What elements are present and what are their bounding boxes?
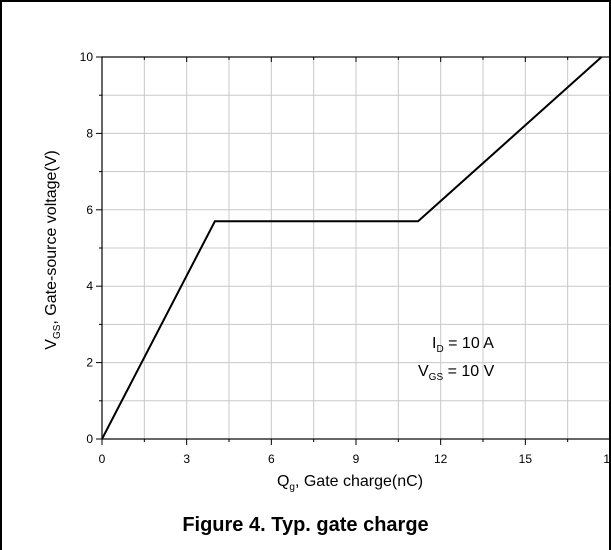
- x-tick-label: 12: [434, 452, 448, 466]
- annotation-gate-voltage: VGS = 10 V: [418, 363, 495, 383]
- y-tick-label: 4: [86, 279, 93, 293]
- x-tick-label: 9: [353, 452, 360, 466]
- y-tick-label: 6: [86, 203, 93, 217]
- series-line: [101, 56, 603, 440]
- y-tick-label: 8: [86, 126, 93, 140]
- x-tick-label: 0: [99, 452, 106, 466]
- x-tick-label: 18: [603, 452, 611, 466]
- grid: [102, 57, 610, 439]
- gate-charge-chart: 0 3 6 9 12 15 18 0 2 4 6 8 10 Qg, Gate charge(nC) VG…: [43, 50, 611, 493]
- y-tick-label: 2: [86, 356, 93, 370]
- x-axis-title: Qg, Gate charge(nC): [277, 473, 423, 493]
- x-tick-label: 3: [183, 452, 190, 466]
- axis-ticks: 0 3 6 9 12 15 18 0 2 4 6 8 10: [80, 50, 611, 466]
- x-tick-label: 15: [519, 452, 533, 466]
- y-axis-title: VGS, Gate-source voltage(V): [43, 150, 63, 349]
- y-tick-label: 10: [80, 50, 94, 64]
- figure-caption: Figure 4. Typ. gate charge: [182, 514, 429, 536]
- x-tick-label: 6: [268, 452, 275, 466]
- annotation-drain-current: ID = 10 A: [432, 335, 494, 355]
- y-tick-label: 0: [86, 432, 93, 446]
